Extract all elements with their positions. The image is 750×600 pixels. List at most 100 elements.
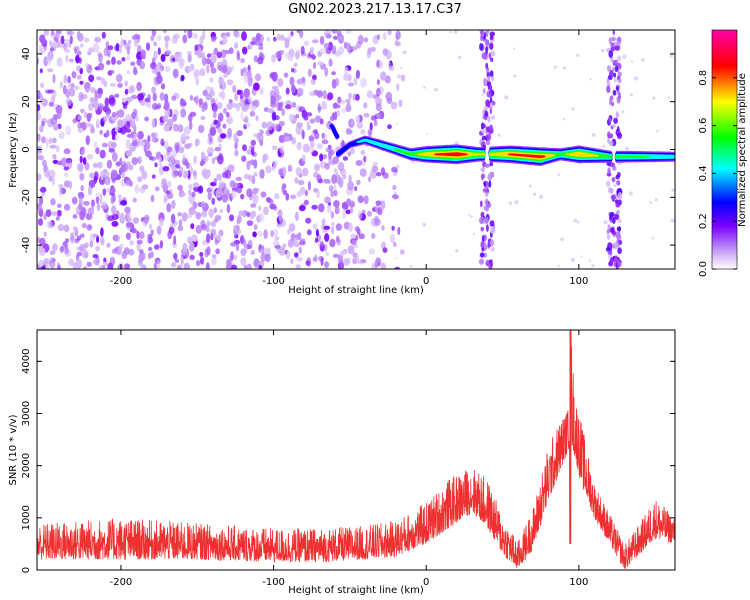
noise-speck	[513, 74, 517, 78]
noise-speck	[591, 264, 595, 268]
noise-speck	[126, 96, 133, 103]
band-speck	[611, 36, 616, 42]
noise-speck	[152, 92, 157, 102]
noise-speck	[78, 191, 85, 200]
noise-speck	[313, 187, 319, 193]
noise-speck	[125, 139, 131, 150]
band-speck	[616, 55, 622, 62]
signal-cell	[481, 153, 486, 156]
band-speck	[482, 123, 486, 129]
signal-cell	[463, 153, 468, 156]
noise-speck	[102, 106, 108, 113]
noise-speck	[246, 160, 251, 171]
noise-speck	[226, 79, 234, 86]
noise-speck	[233, 132, 238, 143]
noise-speck	[253, 258, 260, 268]
noise-speck	[206, 233, 211, 244]
noise-speck	[125, 232, 132, 241]
noise-speck	[49, 250, 56, 256]
noise-speck	[374, 218, 381, 226]
noise-speck	[150, 194, 155, 203]
band-speck	[613, 241, 619, 248]
noise-speck	[315, 228, 319, 237]
noise-speck	[576, 221, 580, 224]
noise-speck	[157, 103, 162, 109]
noise-speck	[250, 249, 255, 255]
noise-speck	[560, 237, 565, 242]
noise-speck	[72, 226, 77, 231]
noise-speck	[321, 218, 326, 226]
noise-speck	[369, 122, 373, 131]
noise-speck	[205, 58, 212, 65]
band-speck	[482, 77, 488, 86]
noise-speck	[303, 199, 309, 205]
noise-speck	[330, 211, 335, 219]
noise-speck	[264, 253, 271, 263]
colorbar-tick-label: 0.6	[698, 118, 709, 134]
noise-speck	[271, 54, 276, 63]
noise-speck	[92, 163, 99, 168]
noise-speck	[95, 147, 100, 155]
noise-speck	[263, 206, 269, 215]
noise-speck	[151, 137, 156, 143]
band-speck	[609, 212, 615, 217]
noise-speck	[360, 77, 367, 88]
y-tick-label: 40	[21, 48, 32, 61]
band-speck	[608, 117, 612, 123]
noise-speck	[380, 167, 386, 176]
noise-speck	[325, 251, 330, 257]
noise-speck	[294, 252, 299, 258]
noise-speck	[41, 120, 45, 127]
noise-speck	[48, 221, 54, 229]
band-speck	[490, 57, 494, 62]
noise-speck	[532, 192, 537, 196]
noise-speck	[331, 71, 336, 76]
y-tick-label: -20	[21, 189, 32, 205]
noise-speck	[49, 144, 57, 149]
noise-speck	[347, 181, 354, 191]
noise-speck	[111, 142, 117, 148]
noise-speck	[211, 157, 216, 164]
noise-speck	[241, 31, 247, 41]
band-speck	[488, 180, 492, 188]
noise-speck	[573, 218, 578, 223]
noise-speck	[272, 240, 280, 246]
noise-speck	[135, 115, 139, 122]
noise-speck	[64, 49, 71, 53]
noise-speck	[48, 169, 56, 179]
noise-speck	[302, 167, 309, 177]
noise-speck	[295, 166, 302, 177]
noise-speck	[240, 68, 244, 77]
noise-speck	[89, 87, 96, 94]
noise-speck	[97, 161, 103, 169]
noise-speck	[262, 155, 266, 164]
noise-speck	[174, 259, 180, 263]
noise-speck	[106, 129, 110, 137]
noise-speck	[468, 214, 470, 217]
noise-speck	[39, 68, 43, 74]
noise-speck	[145, 42, 151, 51]
colorbar-label: Normalized spectral amplitude	[737, 73, 748, 227]
noise-speck	[209, 77, 214, 83]
band-speck	[617, 247, 622, 255]
noise-speck	[252, 187, 260, 192]
noise-speck	[46, 57, 52, 65]
noise-speck	[157, 47, 161, 55]
noise-speck	[210, 228, 217, 236]
noise-speck	[115, 42, 120, 52]
noise-speck	[49, 40, 53, 48]
band-speck	[609, 140, 614, 147]
noise-speck	[120, 200, 128, 206]
noise-speck	[651, 236, 655, 240]
band-speck	[608, 37, 612, 45]
noise-speck	[147, 233, 153, 240]
noise-speck	[395, 122, 398, 125]
noise-speck	[170, 262, 177, 268]
noise-speck	[323, 244, 328, 252]
noise-speck	[276, 33, 281, 41]
band-speck	[618, 92, 621, 100]
noise-speck	[453, 30, 458, 34]
noise-speck	[481, 93, 484, 96]
noise-speck	[158, 165, 164, 176]
noise-speck	[150, 62, 157, 70]
